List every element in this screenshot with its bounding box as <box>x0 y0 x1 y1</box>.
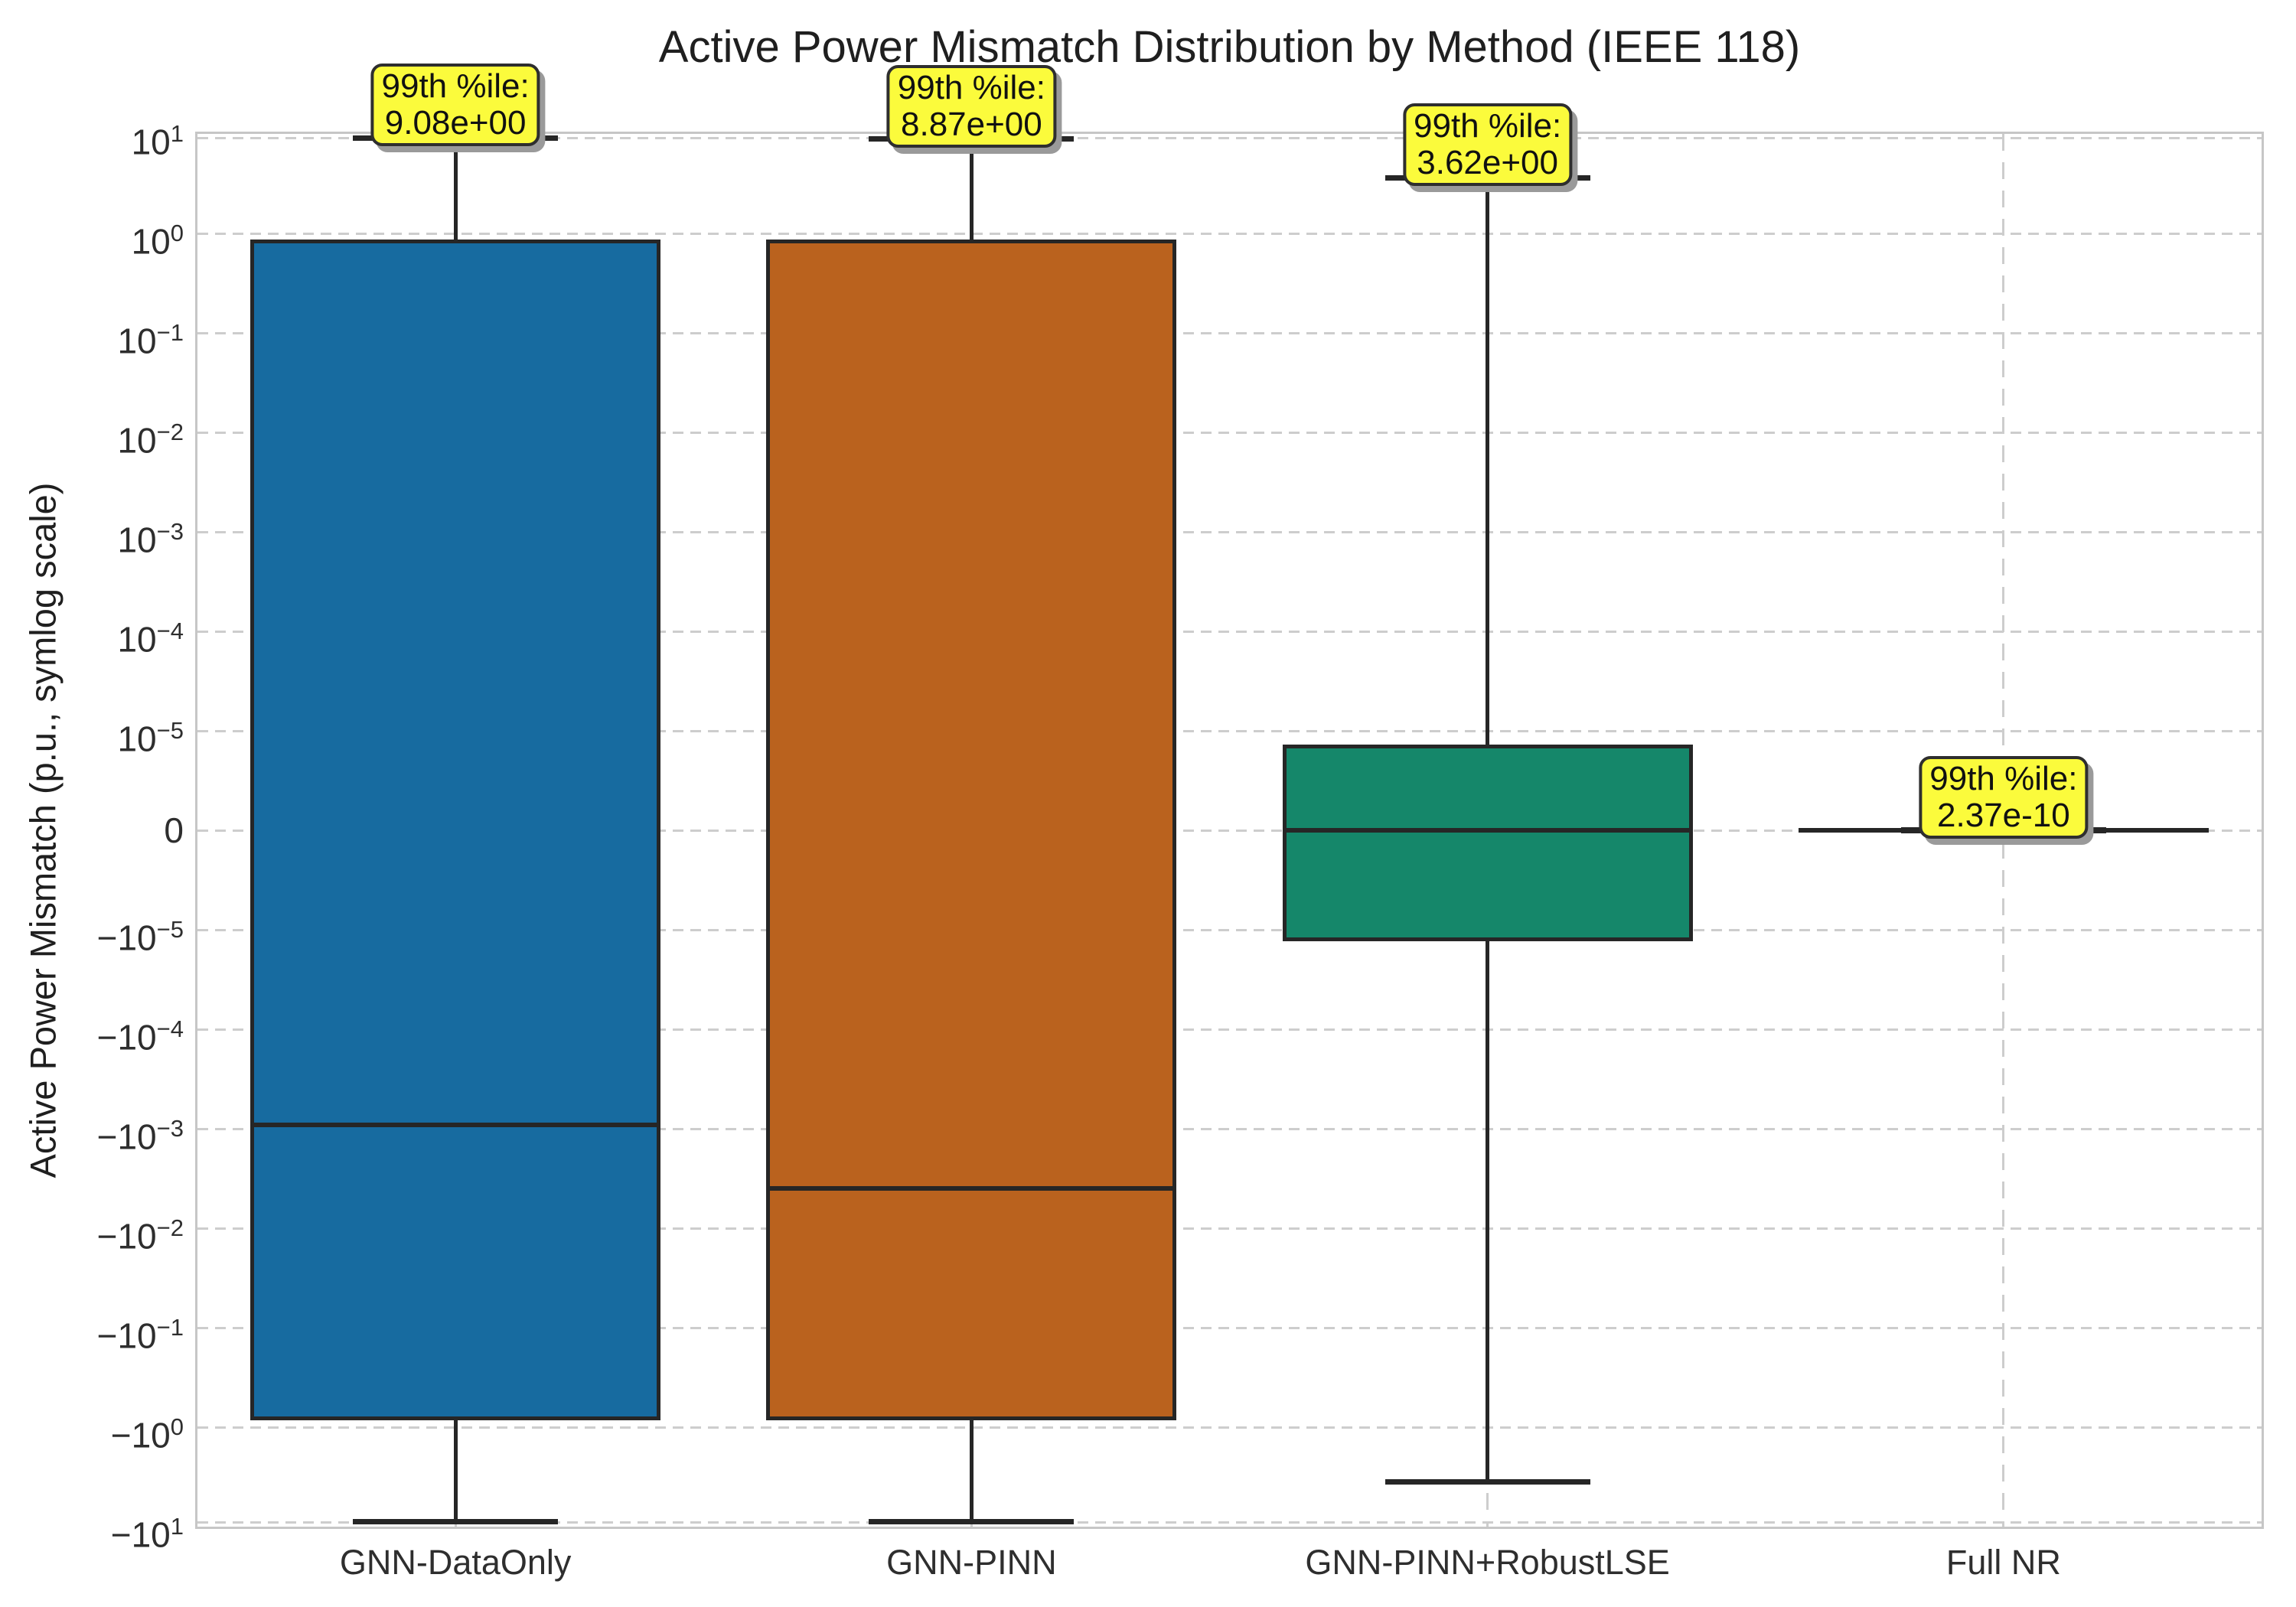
y-tick-label: −100 <box>110 1413 184 1455</box>
y-tick-label: −10−1 <box>96 1314 184 1356</box>
gridline-y <box>197 730 2262 732</box>
y-tick-label: −10−5 <box>96 916 184 958</box>
whisker-upper-gnn-dataonly <box>453 138 458 240</box>
y-tick-label: 10−1 <box>117 319 184 361</box>
annotation-99th-percentile-gnn-pinn-robustlse: 99th %ile: 3.62e+00 <box>1403 103 1573 187</box>
y-tick-label: 100 <box>131 220 184 262</box>
median-line-gnn-pinn <box>766 1186 1177 1191</box>
whisker-upper-gnn-pinn <box>969 139 974 240</box>
box-gnn-dataonly <box>250 239 661 1420</box>
y-tick-label: −10−2 <box>96 1214 184 1257</box>
annotation-label: 99th %ile: <box>381 67 530 106</box>
gridline-y <box>197 1128 2262 1130</box>
annotation-99th-percentile-full-nr: 99th %ile: 2.37e-10 <box>1919 755 2089 839</box>
gridline-y <box>197 1521 2262 1524</box>
gridline-y <box>197 531 2262 533</box>
y-tick-label: 10−3 <box>117 518 184 560</box>
x-tick-label-gnn-pinn: GNN-PINN <box>886 1543 1057 1582</box>
gridline-y <box>197 432 2262 434</box>
x-tick-label-full-nr: Full NR <box>1945 1543 2061 1582</box>
gridline-y <box>197 137 2262 139</box>
annotation-99th-percentile-gnn-pinn: 99th %ile: 8.87e+00 <box>886 64 1056 148</box>
annotation-label: 99th %ile: <box>1929 759 2078 797</box>
whisker-lower-gnn-pinn-robustlse <box>1486 940 1490 1482</box>
gridline-y <box>197 1426 2262 1429</box>
annotation-99th-percentile-gnn-dataonly: 99th %ile: 9.08e+00 <box>370 64 540 147</box>
gridline-y <box>197 233 2262 235</box>
annotation-value: 3.62e+00 <box>1417 144 1558 182</box>
gridline-y <box>197 332 2262 334</box>
gridline-y <box>197 1327 2262 1329</box>
whisker-lower-gnn-dataonly <box>453 1420 458 1522</box>
median-line-gnn-dataonly <box>250 1123 661 1128</box>
gridline-y <box>197 1028 2262 1031</box>
plot-right-spine <box>2262 132 2264 1529</box>
plot-left-spine <box>195 132 197 1529</box>
y-tick-label: −10−3 <box>96 1115 184 1157</box>
chart-title: Active Power Mismatch Distribution by Me… <box>658 22 1801 72</box>
plot-top-spine <box>195 132 2264 134</box>
y-tick-label: 101 <box>131 120 184 162</box>
y-tick-label: 10−4 <box>117 618 184 660</box>
y-tick-label: −10−4 <box>96 1015 184 1058</box>
annotation-value: 2.37e-10 <box>1937 796 2070 834</box>
gridline-y <box>197 929 2262 931</box>
annotation-label: 99th %ile: <box>897 68 1045 106</box>
x-tick-label-gnn-dataonly: GNN-DataOnly <box>339 1543 572 1582</box>
y-tick-label: −101 <box>110 1513 184 1555</box>
whisker-cap-bottom-gnn-pinn <box>869 1518 1075 1524</box>
gridline-y <box>197 631 2262 633</box>
x-tick-label-gnn-pinn-robustlse: GNN-PINN+RobustLSE <box>1305 1543 1670 1582</box>
gridline-y <box>197 1227 2262 1230</box>
y-tick-label: 10−5 <box>117 717 184 759</box>
annotation-value: 8.87e+00 <box>900 105 1042 143</box>
y-tick-label: 10−2 <box>117 419 184 461</box>
gridline-y <box>197 830 2262 832</box>
box-gnn-pinn-robustlse <box>1282 745 1693 941</box>
y-tick-label: 0 <box>164 810 184 850</box>
median-line-gnn-pinn-robustlse <box>1282 828 1693 833</box>
whisker-cap-bottom-gnn-dataonly <box>353 1518 559 1524</box>
whisker-lower-gnn-pinn <box>969 1420 974 1522</box>
plot-area <box>197 134 2262 1527</box>
plot-bottom-spine <box>195 1527 2264 1529</box>
annotation-label: 99th %ile: <box>1414 107 1562 145</box>
annotation-value: 9.08e+00 <box>384 104 527 142</box>
whisker-upper-gnn-pinn-robustlse <box>1486 178 1490 745</box>
box-gnn-pinn <box>766 239 1177 1420</box>
whisker-cap-bottom-gnn-pinn-robustlse <box>1384 1479 1590 1485</box>
